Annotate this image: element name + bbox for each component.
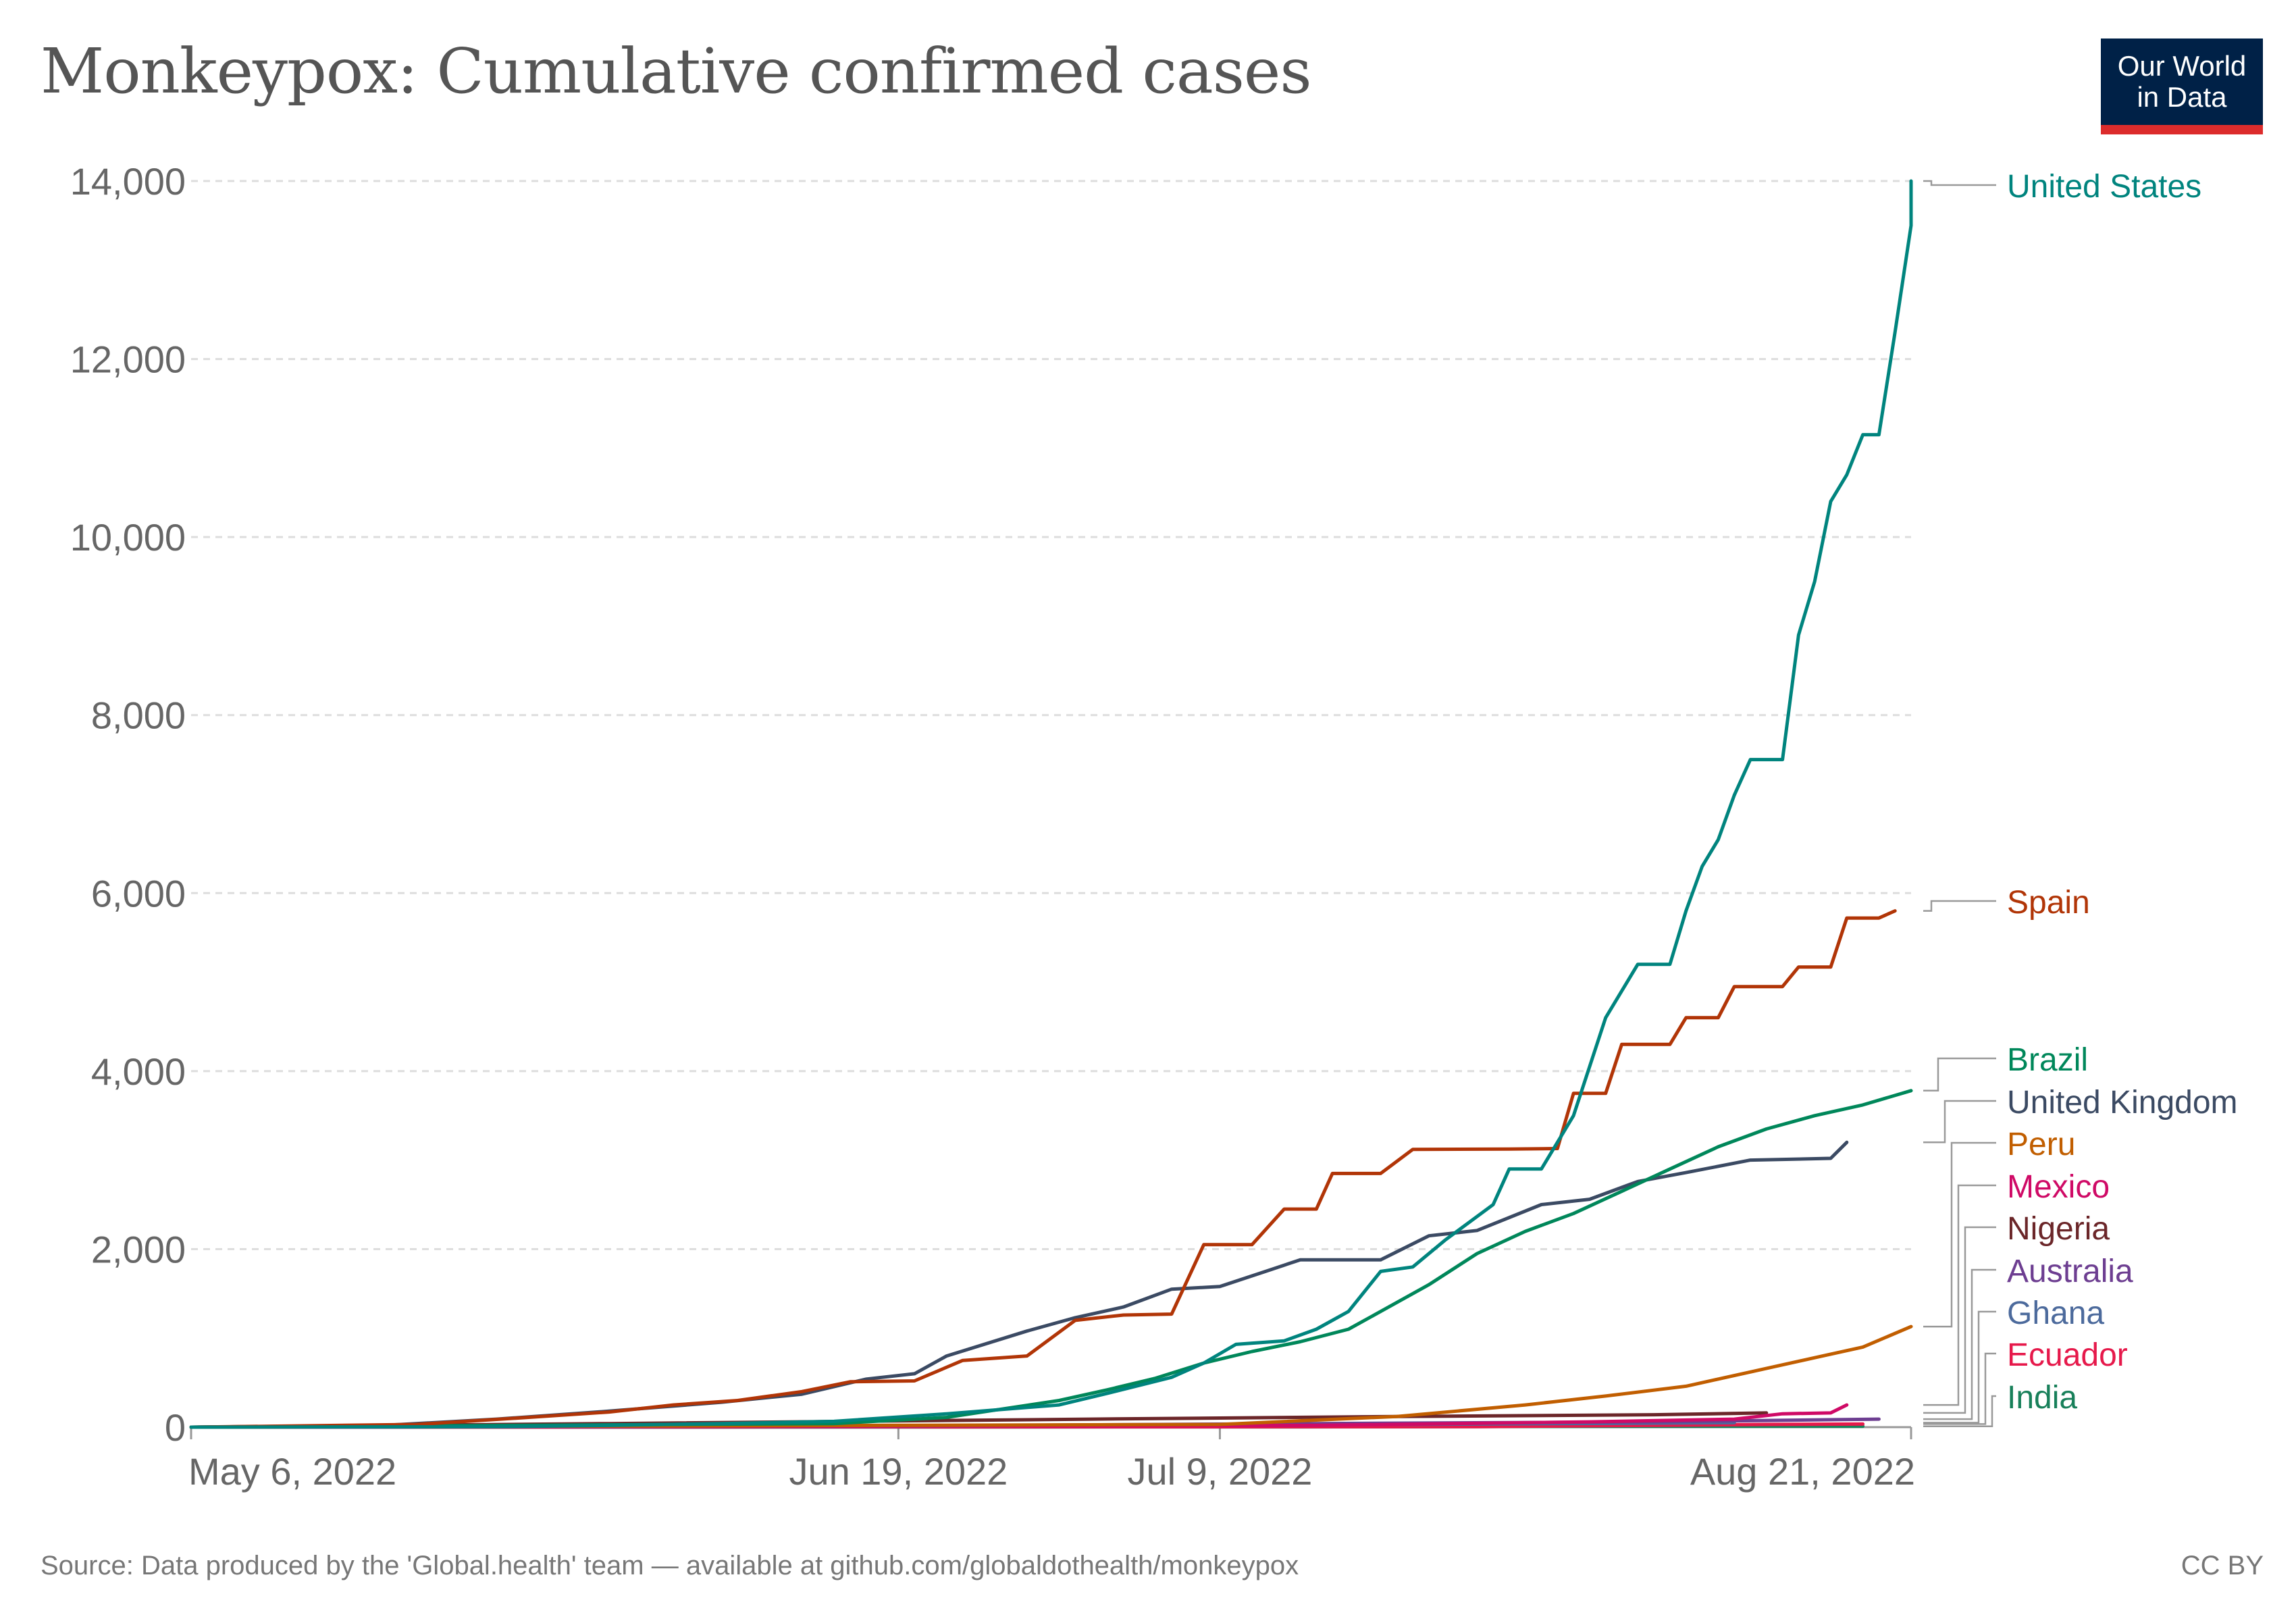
series-line-united-states bbox=[189, 179, 1913, 1429]
x-tick-label: Aug 21, 2022 bbox=[1690, 1450, 1915, 1493]
y-tick-label: 14,000 bbox=[70, 160, 186, 203]
legend-connector bbox=[1923, 1141, 1996, 1328]
legend-connector bbox=[1923, 1310, 1996, 1424]
series-line-united-kingdom bbox=[189, 1140, 1849, 1429]
logo-line-2: in Data bbox=[2137, 81, 2227, 113]
legend-connector bbox=[1923, 1184, 1996, 1406]
series-line-mexico bbox=[189, 1403, 1849, 1429]
legend-connector bbox=[1923, 1226, 1996, 1414]
legend-label-australia: Australia bbox=[2007, 1254, 2133, 1289]
legend-connector bbox=[1923, 1100, 1996, 1143]
series-line-peru bbox=[189, 1324, 1913, 1429]
grid bbox=[191, 180, 1911, 1250]
legend-connector bbox=[1923, 1395, 1996, 1427]
y-tick-label: 12,000 bbox=[70, 338, 186, 381]
series-lines bbox=[189, 179, 1913, 1429]
y-tick-label: 10,000 bbox=[70, 516, 186, 559]
legend: United States Spain Brazil United Kingdom Pe… bbox=[1923, 169, 2238, 1427]
x-tick-label: Jun 19, 2022 bbox=[789, 1450, 1008, 1493]
legend-label-mexico: Mexico bbox=[2007, 1169, 2110, 1205]
series-line-spain bbox=[189, 909, 1897, 1429]
legend-label-spain: Spain bbox=[2007, 885, 2090, 921]
legend-label-united-kingdom: United Kingdom bbox=[2007, 1085, 2238, 1121]
legend-label-ecuador: Ecuador bbox=[2007, 1337, 2128, 1373]
legend-label-brazil: Brazil bbox=[2007, 1042, 2088, 1078]
license-label[interactable]: CC BY bbox=[2181, 1551, 2264, 1580]
legend-connector bbox=[1923, 900, 1996, 912]
legend-label-peru: Peru bbox=[2007, 1127, 2075, 1162]
owid-logo[interactable]: Our World in Data bbox=[2101, 38, 2263, 134]
legend-label-nigeria: Nigeria bbox=[2007, 1211, 2110, 1247]
logo-line-1: Our World bbox=[2117, 50, 2247, 82]
y-tick-label: 0 bbox=[165, 1406, 186, 1449]
legend-label-ghana: Ghana bbox=[2007, 1295, 2104, 1331]
legend-label-india: India bbox=[2007, 1380, 2077, 1416]
x-tick-label: May 6, 2022 bbox=[188, 1450, 396, 1493]
legend-connector bbox=[1923, 1352, 1996, 1425]
chart-title: Monkeypox: Cumulative confirmed cases bbox=[41, 35, 1312, 107]
y-tick-label: 8,000 bbox=[91, 694, 186, 737]
legend-connector bbox=[1923, 180, 1996, 186]
series-line-brazil bbox=[189, 1089, 1913, 1429]
legend-connector bbox=[1923, 1057, 1996, 1092]
source-note[interactable]: Source: Data produced by the 'Global.hea… bbox=[41, 1551, 1299, 1580]
y-tick-label: 4,000 bbox=[91, 1050, 186, 1093]
x-tick-label: Jul 9, 2022 bbox=[1127, 1450, 1312, 1493]
y-tick-label: 2,000 bbox=[91, 1228, 186, 1270]
legend-connector bbox=[1923, 1268, 1996, 1420]
y-tick-label: 6,000 bbox=[91, 872, 186, 915]
logo-accent-bar bbox=[2101, 125, 2263, 134]
legend-label-united-states: United States bbox=[2007, 169, 2201, 205]
